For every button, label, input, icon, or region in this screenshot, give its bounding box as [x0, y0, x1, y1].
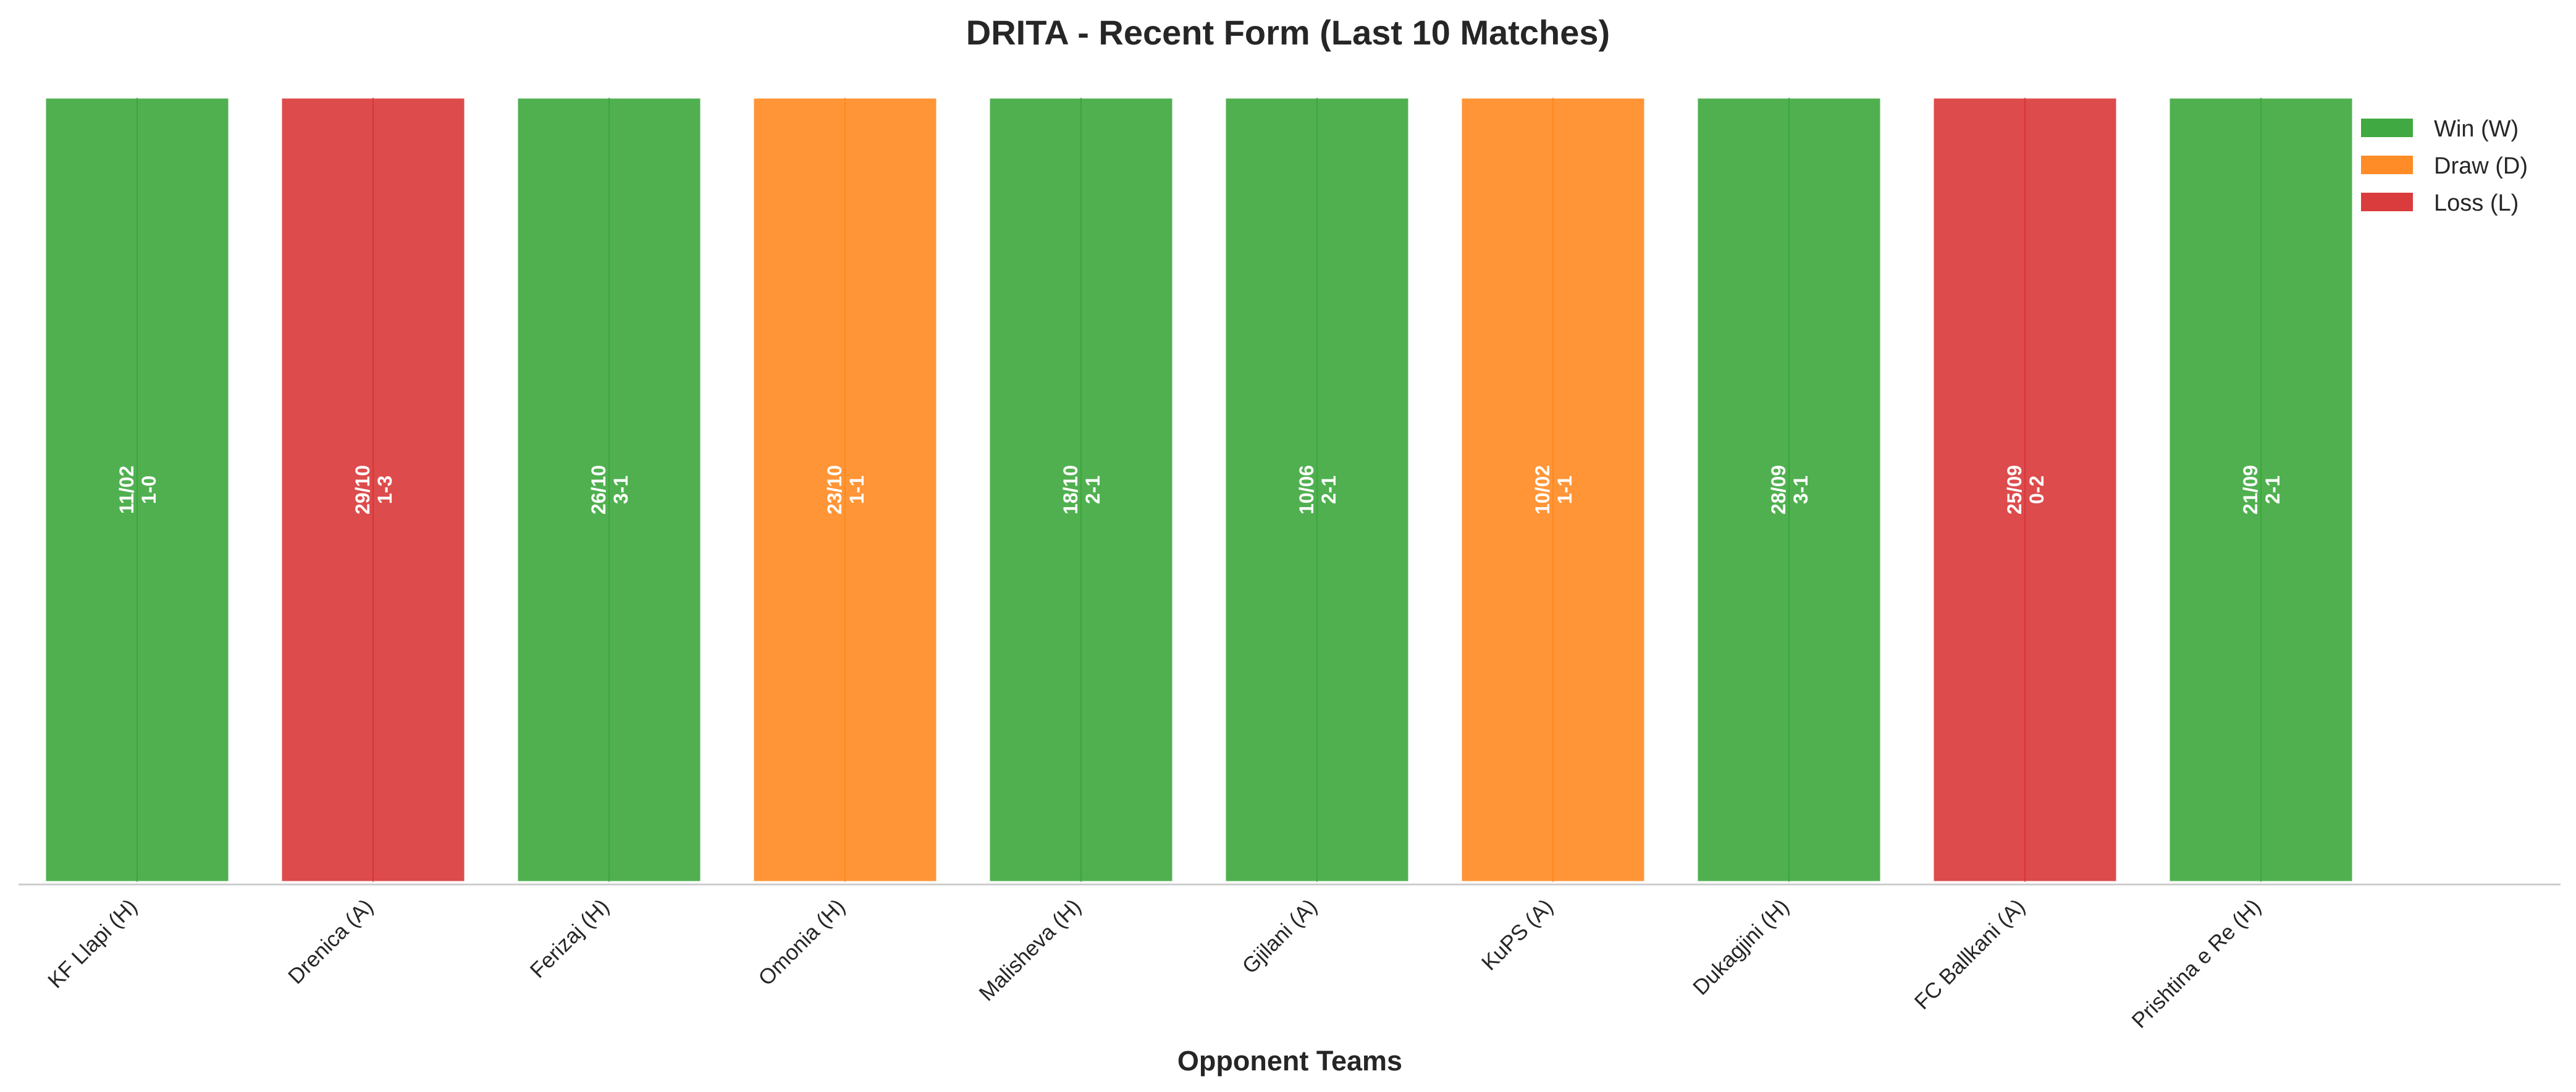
legend-label-l: Loss (L): [2434, 190, 2519, 216]
bar-label: 29/101-3: [351, 465, 396, 514]
x-axis-label: Opponent Teams: [1177, 1045, 1402, 1077]
bar-date: 26/10: [587, 465, 610, 514]
bar-score: 2-1: [1318, 476, 1340, 504]
bar-date: 11/02: [116, 466, 138, 514]
bars-group: 11/021-0 29/101-3 26/103-1 23/101-1 18/102-1…: [44, 96, 2354, 883]
x-tick-label: FC Ballkani (A): [1910, 894, 2030, 1014]
bar-label: 26/103-1: [587, 465, 632, 514]
bar-score: 1-1: [846, 476, 868, 504]
bar-label: 10/062-1: [1295, 465, 1340, 514]
bar-date: 10/06: [1295, 465, 1318, 514]
x-tick-label: Dukagjini (H): [1688, 894, 1794, 1000]
x-tick-label: Ferizaj (H): [526, 894, 614, 983]
legend-swatch-l: [2361, 193, 2413, 211]
bar-score: 3-1: [610, 476, 632, 504]
x-tick-label: KuPS (A): [1477, 894, 1558, 975]
bar-date: 10/02: [1531, 465, 1554, 514]
x-tick-label: Prishtina e Re (H): [2127, 894, 2265, 1033]
bar-score: 1-1: [1554, 476, 1576, 504]
x-tick-label: KF Llapi (H): [43, 894, 142, 993]
bar-score: 1-3: [374, 476, 396, 504]
x-tick-labels: KF Llapi (H) Drenica (A) Ferizaj (H) Omonia…: [43, 894, 2266, 1033]
bar-date: 28/09: [1767, 465, 1790, 514]
bar-score: 0-2: [2026, 476, 2048, 504]
bar-date: 25/09: [2003, 465, 2026, 514]
bar-date: 29/10: [351, 465, 374, 514]
x-tick-label: Gjilani (A): [1237, 894, 1321, 978]
bar-label: 10/021-1: [1531, 465, 1576, 514]
legend-swatch-d: [2361, 156, 2413, 174]
bar-date: 21/09: [2239, 465, 2262, 514]
bar-label: 28/093-1: [1767, 465, 1812, 514]
bar-score: 3-1: [1790, 476, 1812, 504]
x-tick-label: Drenica (A): [284, 894, 378, 989]
legend-swatch-w: [2361, 119, 2413, 137]
legend-label-w: Win (W): [2434, 116, 2519, 142]
bar-score: 1-0: [138, 476, 160, 504]
bar-score: 2-1: [2262, 476, 2284, 504]
chart-title: DRITA - Recent Form (Last 10 Matches): [966, 13, 1610, 52]
x-tick-label: Omonia (H): [754, 894, 849, 990]
bar-label: 11/021-0: [116, 466, 160, 514]
bar-label: 25/090-2: [2003, 465, 2048, 514]
bar-label: 21/092-1: [2239, 465, 2284, 514]
bar-label: 23/101-1: [823, 465, 868, 514]
bar-score: 2-1: [1082, 476, 1104, 504]
x-tick-label: Malisheva (H): [974, 894, 1085, 1006]
bar-date: 18/10: [1059, 465, 1082, 514]
legend: Win (W) Draw (D) Loss (L): [2361, 116, 2528, 216]
bar-label: 18/102-1: [1059, 465, 1104, 514]
legend-label-d: Draw (D): [2434, 153, 2528, 179]
bar-date: 23/10: [823, 465, 846, 514]
